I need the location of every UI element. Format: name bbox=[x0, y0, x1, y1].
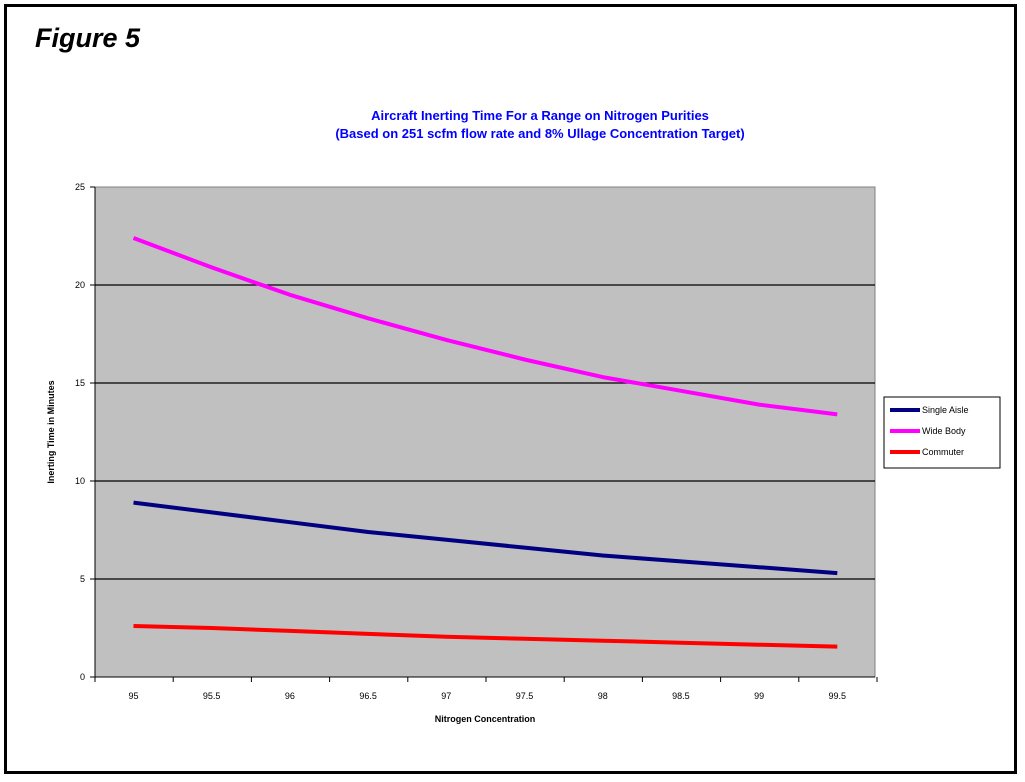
x-tick-label-7: 98.5 bbox=[672, 691, 690, 701]
x-tick-label-0: 95 bbox=[128, 691, 138, 701]
x-tick-label-5: 97.5 bbox=[516, 691, 534, 701]
y-tick-label-1: 5 bbox=[80, 574, 85, 584]
figure-label: Figure 5 bbox=[35, 23, 141, 53]
series-line-wide-body bbox=[132, 236, 838, 417]
x-tick-label-6: 98 bbox=[598, 691, 608, 701]
x-tick-label-1: 95.5 bbox=[203, 691, 221, 701]
legend-label-single-aisle: Single Aisle bbox=[922, 405, 969, 415]
x-tick-label-3: 96.5 bbox=[359, 691, 377, 701]
series-line-commuter bbox=[133, 624, 838, 649]
legend-label-commuter: Commuter bbox=[922, 447, 964, 457]
y-axis-ticks: 0 5 10 15 20 25 bbox=[75, 182, 95, 682]
x-tick-label-9: 99.5 bbox=[829, 691, 847, 701]
x-tick-label-4: 97 bbox=[441, 691, 451, 701]
y-tick-label-2: 10 bbox=[75, 476, 85, 486]
y-tick-label-3: 15 bbox=[75, 378, 85, 388]
legend: Single Aisle Wide Body Commuter bbox=[883, 396, 1001, 469]
legend-label-wide-body: Wide Body bbox=[922, 426, 966, 436]
y-tick-label-5: 25 bbox=[75, 182, 85, 192]
y-tick-label-4: 20 bbox=[75, 280, 85, 290]
chart-subtitle: (Based on 251 scfm flow rate and 8% Ulla… bbox=[335, 126, 744, 141]
y-tick-label-0: 0 bbox=[80, 672, 85, 682]
x-axis-ticks: 95 95.5 96 96.5 97 97.5 98 98.5 99 99.5 bbox=[94, 677, 878, 701]
x-tick-label-2: 96 bbox=[285, 691, 295, 701]
gridlines bbox=[95, 284, 875, 580]
x-axis-title: Nitrogen Concentration bbox=[435, 714, 536, 724]
chart-title: Aircraft Inerting Time For a Range on Ni… bbox=[371, 108, 709, 123]
plot-area bbox=[94, 186, 876, 678]
series-lines bbox=[132, 236, 838, 649]
series-line-single-aisle bbox=[133, 500, 838, 576]
x-tick-label-8: 99 bbox=[754, 691, 764, 701]
axes bbox=[94, 187, 875, 678]
y-axis-title: Inerting Time in Minutes bbox=[46, 380, 56, 483]
